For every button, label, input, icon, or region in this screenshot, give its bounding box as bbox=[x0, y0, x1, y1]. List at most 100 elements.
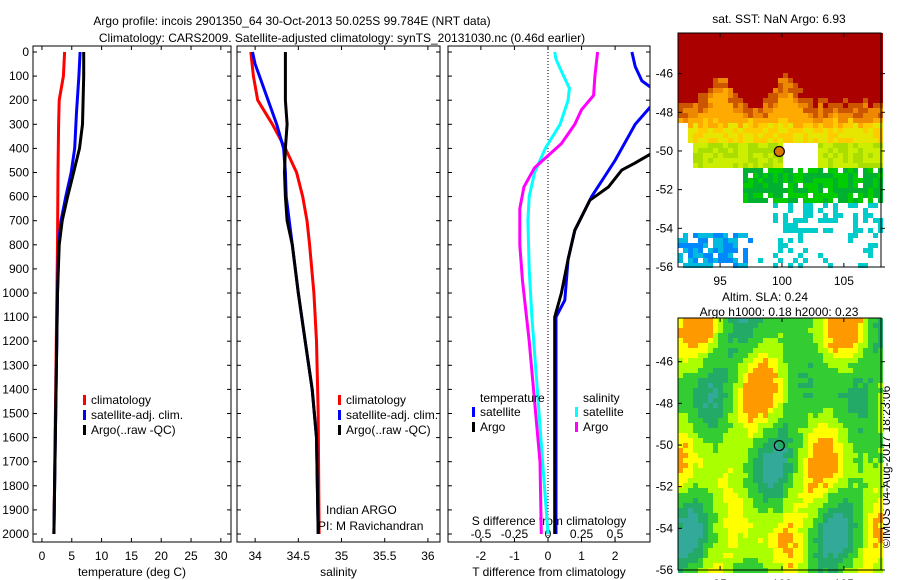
map-cell bbox=[823, 563, 828, 568]
map-cell bbox=[708, 498, 713, 503]
map-cell bbox=[848, 343, 853, 348]
map-cell bbox=[728, 63, 733, 68]
map-cell bbox=[683, 98, 688, 103]
map-cell bbox=[868, 448, 873, 453]
map-cell bbox=[843, 518, 848, 523]
map-cell bbox=[833, 113, 838, 118]
map-cell bbox=[713, 333, 718, 338]
map-cell bbox=[828, 508, 833, 513]
map-cell bbox=[848, 193, 853, 198]
map-cell bbox=[758, 348, 763, 353]
map-cell bbox=[728, 33, 733, 38]
map-cell bbox=[838, 128, 843, 133]
map-cell bbox=[868, 348, 873, 353]
map-cell bbox=[808, 363, 813, 368]
map-cell bbox=[848, 408, 853, 413]
map-cell bbox=[788, 428, 793, 433]
map-cell bbox=[793, 383, 798, 388]
map-cell bbox=[743, 368, 748, 373]
map-cell bbox=[703, 148, 708, 153]
map-cell bbox=[733, 83, 738, 88]
map-cell bbox=[848, 393, 853, 398]
map-cell bbox=[848, 543, 853, 548]
map-cell bbox=[773, 48, 778, 53]
map-cell bbox=[783, 378, 788, 383]
map-cell bbox=[763, 458, 768, 463]
map-cell bbox=[873, 348, 878, 353]
map-cell bbox=[873, 373, 878, 378]
map-cell bbox=[828, 123, 833, 128]
map-cell bbox=[713, 418, 718, 423]
map-cell bbox=[833, 563, 838, 568]
map-cell bbox=[798, 443, 803, 448]
map-cell bbox=[678, 113, 683, 118]
x-tick-label: -2 bbox=[476, 549, 487, 563]
map-cell bbox=[773, 183, 778, 188]
map-cell bbox=[703, 483, 708, 488]
map-cell bbox=[803, 468, 808, 473]
map-cell bbox=[743, 348, 748, 353]
map-cell bbox=[703, 48, 708, 53]
map-cell bbox=[718, 553, 723, 558]
map-cell bbox=[708, 78, 713, 83]
map-cell bbox=[738, 543, 743, 548]
map-cell bbox=[763, 473, 768, 478]
map-cell bbox=[708, 373, 713, 378]
map-cell bbox=[873, 78, 878, 83]
map-cell bbox=[813, 393, 818, 398]
map-cell bbox=[843, 153, 848, 158]
map-cell bbox=[798, 378, 803, 383]
map-cell bbox=[688, 38, 693, 43]
title-line1: Argo profile: incois 2901350_64 30-Oct-2… bbox=[93, 14, 490, 28]
map-cell bbox=[828, 48, 833, 53]
map-cell bbox=[798, 343, 803, 348]
map-cell bbox=[733, 378, 738, 383]
map-cell bbox=[763, 513, 768, 518]
map-cell bbox=[723, 498, 728, 503]
map-cell bbox=[798, 38, 803, 43]
map-cell bbox=[818, 523, 823, 528]
map-cell bbox=[678, 503, 683, 508]
map-cell bbox=[753, 333, 758, 338]
map-cell bbox=[853, 523, 858, 528]
map-cell bbox=[808, 118, 813, 123]
map-cell bbox=[758, 48, 763, 53]
map-cell bbox=[848, 528, 853, 533]
map-cell bbox=[778, 468, 783, 473]
map-cell bbox=[723, 53, 728, 58]
map-cell bbox=[793, 398, 798, 403]
map-cell bbox=[848, 108, 853, 113]
map-cell bbox=[758, 378, 763, 383]
map-cell bbox=[868, 423, 873, 428]
map-cell bbox=[813, 168, 818, 173]
map-cell bbox=[733, 478, 738, 483]
map-cell bbox=[688, 443, 693, 448]
map-cell bbox=[733, 73, 738, 78]
map-cell bbox=[858, 163, 863, 168]
map-cell bbox=[713, 443, 718, 448]
map-cell bbox=[833, 468, 838, 473]
map-cell bbox=[803, 178, 808, 183]
map-cell bbox=[873, 388, 878, 393]
map-cell bbox=[828, 518, 833, 523]
map-cell bbox=[748, 98, 753, 103]
map-cell bbox=[778, 198, 783, 203]
map-cell bbox=[778, 188, 783, 193]
map-cell bbox=[833, 398, 838, 403]
map-cell bbox=[798, 318, 803, 323]
map-cell bbox=[833, 78, 838, 83]
map-cell bbox=[838, 428, 843, 433]
map-cell bbox=[788, 98, 793, 103]
map-cell bbox=[788, 133, 793, 138]
map-cell bbox=[823, 353, 828, 358]
map-cell bbox=[743, 493, 748, 498]
map-cell bbox=[703, 528, 708, 533]
map-cell bbox=[793, 198, 798, 203]
map-cell bbox=[758, 358, 763, 363]
map-cell bbox=[748, 33, 753, 38]
map-cell bbox=[698, 418, 703, 423]
map-cell bbox=[853, 393, 858, 398]
map-cell bbox=[718, 473, 723, 478]
map-cell bbox=[863, 153, 868, 158]
map-cell bbox=[818, 208, 823, 213]
